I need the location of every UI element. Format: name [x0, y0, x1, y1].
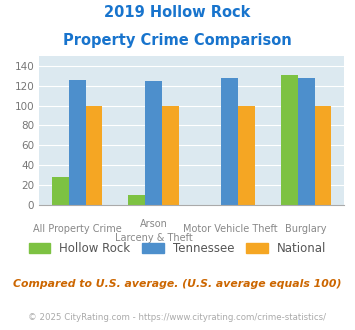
Bar [69, 80, 86, 205]
Text: Larceny & Theft: Larceny & Theft [115, 233, 192, 243]
Bar [315, 106, 331, 205]
Text: 2019 Hollow Rock: 2019 Hollow Rock [104, 5, 251, 20]
Text: Property Crime Comparison: Property Crime Comparison [63, 33, 292, 48]
Text: All Property Crime: All Property Crime [33, 224, 121, 234]
Bar [298, 78, 315, 205]
Text: Motor Vehicle Theft: Motor Vehicle Theft [182, 224, 277, 234]
Bar [52, 177, 69, 205]
Text: Arson: Arson [140, 219, 168, 229]
Text: © 2025 CityRating.com - https://www.cityrating.com/crime-statistics/: © 2025 CityRating.com - https://www.city… [28, 313, 327, 322]
Bar [222, 78, 238, 205]
Bar [238, 106, 255, 205]
Text: Burglary: Burglary [285, 224, 327, 234]
Bar [145, 81, 162, 205]
Text: Compared to U.S. average. (U.S. average equals 100): Compared to U.S. average. (U.S. average … [13, 279, 342, 289]
Legend: Hollow Rock, Tennessee, National: Hollow Rock, Tennessee, National [24, 237, 331, 260]
Bar [129, 195, 145, 205]
Bar [162, 106, 179, 205]
Bar [281, 75, 298, 205]
Bar [86, 106, 102, 205]
